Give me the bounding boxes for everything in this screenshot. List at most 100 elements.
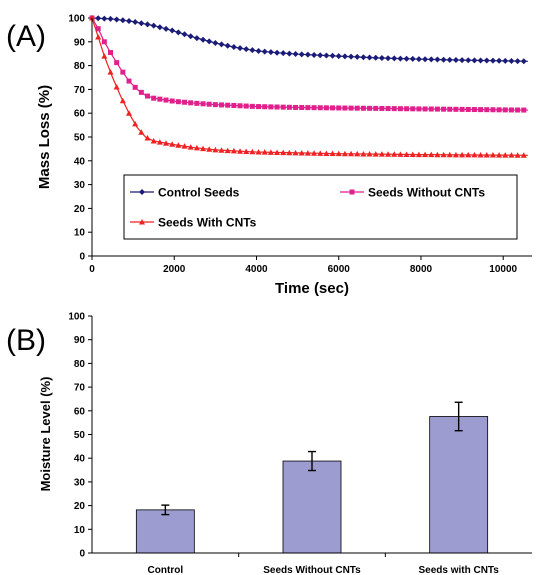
triangle-marker bbox=[169, 141, 176, 147]
y-tick-label: 40 bbox=[74, 156, 86, 167]
triangle-marker bbox=[483, 151, 490, 158]
triangle-marker bbox=[126, 110, 133, 116]
y-tick-label: 90 bbox=[74, 37, 86, 48]
triangle-marker bbox=[496, 152, 503, 158]
triangle-marker bbox=[261, 149, 268, 155]
x-tick-label: 8000 bbox=[410, 264, 433, 275]
triangle-marker bbox=[249, 148, 256, 155]
legend-label: Seeds Without CNTs bbox=[368, 186, 485, 200]
bar-0 bbox=[135, 509, 195, 554]
square-marker bbox=[262, 104, 268, 110]
y-tick-label: 100 bbox=[68, 14, 85, 25]
legend-label: Seeds With CNTs bbox=[158, 216, 257, 230]
triangle-marker bbox=[403, 151, 410, 157]
square-marker bbox=[521, 107, 527, 113]
square-marker bbox=[212, 102, 218, 108]
square-marker bbox=[416, 106, 422, 112]
square-marker bbox=[101, 39, 107, 45]
square-marker bbox=[108, 50, 114, 56]
triangle-marker bbox=[181, 143, 188, 149]
y-tick-label: 60 bbox=[74, 406, 86, 417]
square-marker bbox=[330, 105, 336, 111]
triangle-marker bbox=[372, 151, 379, 157]
diamond-marker bbox=[341, 53, 348, 60]
diamond-marker bbox=[243, 46, 250, 53]
legend-triangle-marker bbox=[139, 219, 145, 225]
diamond-marker bbox=[323, 52, 330, 59]
square-marker bbox=[360, 105, 366, 111]
triangle-marker bbox=[360, 150, 367, 157]
triangle-marker bbox=[224, 147, 231, 154]
x-tick-label: 2000 bbox=[163, 264, 186, 275]
square-marker bbox=[132, 84, 138, 90]
x-tick-label: 6000 bbox=[328, 264, 351, 275]
triangle-marker bbox=[304, 150, 311, 156]
square-marker bbox=[317, 105, 323, 111]
y-tick-label: 30 bbox=[74, 180, 86, 191]
square-marker bbox=[138, 89, 144, 95]
diamond-marker bbox=[280, 50, 287, 57]
triangle-marker bbox=[132, 120, 139, 127]
y-tick-label: 30 bbox=[74, 477, 86, 488]
triangle-marker bbox=[298, 150, 305, 156]
diamond-marker bbox=[385, 55, 392, 62]
x-tick-label: 4000 bbox=[245, 264, 268, 275]
y-tick-label: 40 bbox=[74, 454, 86, 465]
square-marker bbox=[206, 101, 212, 107]
square-marker bbox=[515, 107, 521, 113]
triangle-marker bbox=[243, 148, 250, 155]
y-tick-label: 10 bbox=[74, 228, 86, 239]
triangle-marker bbox=[144, 135, 151, 141]
square-marker bbox=[453, 106, 459, 112]
diamond-marker bbox=[200, 36, 207, 43]
diamond-marker bbox=[169, 27, 176, 34]
moisture-plot-area: 0 10 20 30 40 50 60 70 80 90 100 Control Seeds Witho… bbox=[68, 312, 499, 575]
mass-loss-plot-area: 0 10 20 30 40 50 60 70 80 90 100 0 2000 4000 6000 8000 1… bbox=[68, 14, 528, 275]
legend: Control Seeds Seeds Without CNTs Seeds Wit… bbox=[123, 174, 518, 240]
diamond-marker bbox=[212, 39, 219, 46]
legend-box bbox=[123, 174, 518, 240]
diamond-marker bbox=[237, 45, 244, 52]
triangle-marker bbox=[323, 150, 330, 156]
diamond-marker bbox=[459, 57, 466, 64]
square-marker bbox=[410, 106, 416, 112]
diamond-marker bbox=[113, 16, 120, 23]
square-marker bbox=[490, 107, 496, 113]
triangle-marker bbox=[274, 149, 281, 155]
x-axis-title: Time (sec) bbox=[275, 280, 349, 297]
triangle-marker bbox=[193, 144, 200, 151]
square-marker bbox=[120, 69, 126, 75]
diamond-marker bbox=[298, 51, 305, 58]
square-marker bbox=[422, 106, 428, 112]
triangle-marker bbox=[95, 34, 102, 40]
triangle-marker bbox=[459, 151, 466, 158]
x-tick-label: 0 bbox=[89, 264, 95, 275]
diamond-marker bbox=[292, 51, 299, 58]
y-tick-label: 20 bbox=[74, 501, 86, 512]
diamond-marker bbox=[471, 57, 478, 64]
square-marker bbox=[385, 106, 391, 112]
triangle-marker bbox=[187, 144, 194, 150]
diamond-marker bbox=[224, 42, 231, 49]
square-marker bbox=[379, 105, 385, 111]
triangle-marker bbox=[471, 151, 478, 158]
triangle-marker bbox=[113, 84, 120, 90]
diamond-marker bbox=[107, 15, 114, 22]
diamond-marker bbox=[496, 57, 503, 64]
diamond-marker bbox=[372, 54, 379, 61]
mass-loss-chart: (A) 0 10 20 30 40 50 60 70 80 90 100 0 2000 4000 6000 8… bbox=[6, 14, 532, 297]
triangle-marker bbox=[397, 151, 404, 157]
triangle-marker bbox=[422, 151, 429, 158]
square-marker bbox=[484, 107, 490, 113]
triangle-marker bbox=[119, 97, 126, 104]
bar-1 bbox=[282, 460, 342, 554]
square-marker bbox=[434, 106, 440, 112]
square-marker bbox=[188, 100, 194, 106]
square-marker bbox=[447, 106, 453, 112]
y-tick-label: 90 bbox=[74, 335, 86, 346]
triangle-marker bbox=[477, 151, 484, 158]
triangle-marker bbox=[311, 150, 318, 156]
y-tick-label: 80 bbox=[74, 61, 86, 72]
diamond-marker bbox=[317, 52, 324, 59]
square-marker bbox=[367, 105, 373, 111]
